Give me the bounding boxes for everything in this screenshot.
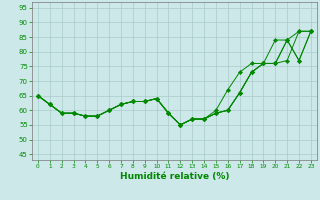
X-axis label: Humidité relative (%): Humidité relative (%): [120, 172, 229, 181]
